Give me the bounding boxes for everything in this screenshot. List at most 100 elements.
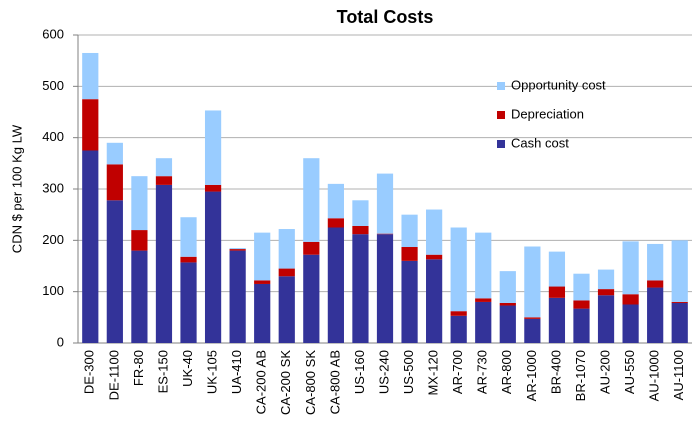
bar-segment [401,260,418,343]
bar-segment [180,262,197,343]
y-tick-label: 200 [42,232,64,247]
bar-segment [131,230,148,251]
x-tick-label: UK-40 [180,350,195,387]
bar-segment [204,110,222,185]
y-axis-label: CDN $ per 100 Kg LW [9,124,24,253]
x-tick-label: AR-1000 [524,350,539,401]
bar-segment [671,301,688,303]
y-tick-label: 0 [57,334,64,349]
x-tick-label: CA-200 SK [278,350,293,415]
bar-segment [254,232,271,281]
x-tick-label: CA-200 AB [254,350,269,414]
bar-segment [327,227,344,343]
bar-segment [278,229,295,269]
bar-segment [622,241,639,295]
legend-label: Depreciation [511,106,584,121]
y-tick-label: 600 [42,26,64,41]
bar-segment [597,295,615,343]
y-tick-label: 300 [42,180,64,195]
bar-segment [524,317,541,319]
bar-segment [229,248,246,250]
bar-segment [401,247,418,261]
bar-segment [475,232,492,299]
x-tick-label: FR-80 [131,350,146,386]
bar-segment [622,294,639,305]
bar-segment [426,209,443,255]
bar-segment [82,52,99,100]
bar-segment [131,176,148,231]
legend-swatch [497,82,505,90]
bar-segment [229,249,246,251]
x-tick-label: CA-800 AB [327,350,342,414]
bar-segment [499,271,516,303]
bar-segment [352,225,369,235]
bar-segment [376,173,394,234]
bar-segment [573,300,590,309]
x-tick-label: DE-300 [82,350,97,394]
bar-segment [475,298,492,302]
x-tick-label: AU-200 [597,350,612,394]
bar-segment [524,246,541,318]
x-tick-label: AR-800 [499,350,514,394]
x-tick-label: AU-1100 [671,350,686,400]
bar-segment [82,150,99,343]
bar-segment [106,200,123,343]
bar-segment [106,142,123,165]
x-tick-label: AR-730 [475,350,490,394]
legend-label: Opportunity cost [511,77,606,92]
bar-segment [622,304,639,343]
bar-segment [254,280,271,284]
bar-segment [303,158,320,242]
bar-segment [352,234,369,343]
chart-title: Total Costs [337,7,434,27]
x-tick-label: DE-1100 [106,350,121,400]
bar-segment [278,276,295,343]
x-tick-label: AR-700 [450,350,465,394]
x-tick-label: US-500 [401,350,416,394]
bar-segment [131,250,148,343]
bar-segment [671,240,688,302]
bar-segment [155,158,173,177]
bar-segment [548,251,566,287]
bar-segment [426,254,443,260]
bar-segment [204,191,222,343]
bar-segment [229,250,246,343]
x-tick-label: BR-1070 [573,350,588,401]
bar-segment [573,273,590,301]
bar-segment [82,99,99,151]
x-tick-label: ES-150 [155,350,170,393]
x-tick-label: UA-410 [229,350,244,394]
bar-segment [647,280,664,288]
legend-swatch [497,140,505,148]
legend-swatch [497,111,505,119]
bar-segment [327,183,344,219]
bar-segment [401,214,418,248]
bar-segment [155,176,173,185]
bar-segment [376,234,394,343]
y-tick-label: 500 [42,78,64,93]
bar-segment [254,283,271,343]
x-tick-label: CA-800 SK [303,350,318,415]
bar-segment [647,243,664,281]
x-tick-label: US-240 [376,350,391,394]
bar-segment [573,308,590,343]
bar-segment [376,233,394,235]
bar-segment [155,184,173,343]
bar-segment [180,217,197,257]
y-tick-label: 400 [42,129,64,144]
bar-segment [426,259,443,343]
bar-segment [671,302,688,343]
x-tick-label: AU-1000 [647,350,662,401]
x-tick-label: AU-550 [622,350,637,394]
x-tick-label: BR-400 [548,350,563,394]
bar-segment [475,301,492,343]
bar-segment [278,268,295,277]
bar-segment [548,286,566,298]
bar-segment [204,184,222,192]
bar-segment [647,287,664,343]
bar-segment [303,254,320,343]
bar-segment [499,302,516,306]
bar-segment [597,269,615,290]
x-tick-label: US-160 [352,350,367,394]
